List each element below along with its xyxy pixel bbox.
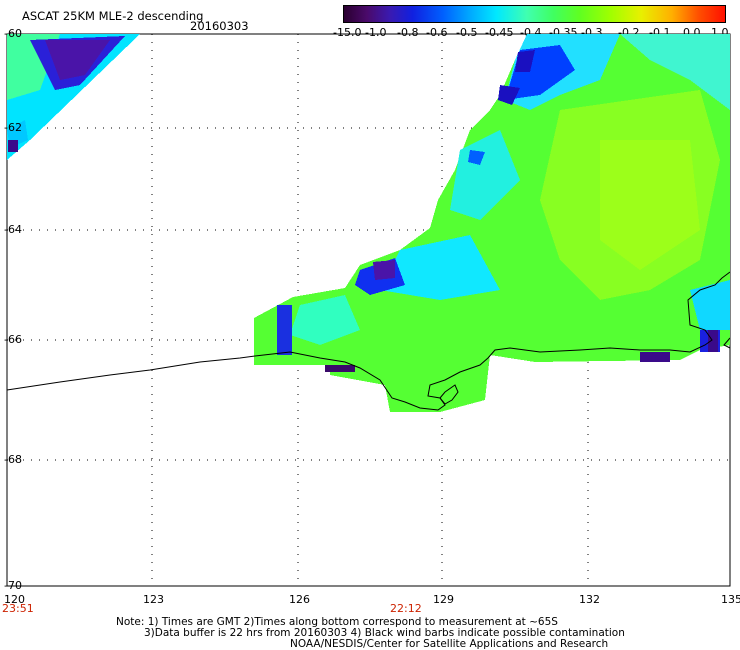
coastline xyxy=(6,271,731,411)
colorbar-label: -0.8 xyxy=(397,26,419,39)
note-line-1: Note: 1) Times are GMT 2)Times along bot… xyxy=(116,616,558,628)
lon-label: 135 xyxy=(721,593,740,606)
colorbar-label: -0.1 xyxy=(649,26,671,39)
lat-label: -68 xyxy=(4,453,22,466)
lon-label: 132 xyxy=(579,593,600,606)
lon-label: 129 xyxy=(433,593,454,606)
lon-label: 123 xyxy=(143,593,164,606)
lat-label: -60 xyxy=(4,27,22,40)
lat-label: -62 xyxy=(4,121,22,134)
map-date: 20160303 xyxy=(190,19,249,33)
colorbar-label: -0.2 xyxy=(618,26,640,39)
colorbar-label: -0.4 xyxy=(520,26,542,39)
data-swath-west xyxy=(7,34,140,160)
colorbar-label: -15.0 xyxy=(333,26,362,39)
note-line-2: 3)Data buffer is 22 hrs from 20160303 4)… xyxy=(144,627,625,639)
colorbar-labels: -15.0 -1.0 -0.8 -0.6 -0.5 -0.45 -0.4 -0.… xyxy=(333,27,733,39)
colorbar-label: -0.6 xyxy=(426,26,448,39)
map-title: ASCAT 25KM MLE-2 descending xyxy=(22,9,204,23)
lon-label: 120 xyxy=(4,593,25,606)
colorbar-label: -0.45 xyxy=(485,26,514,39)
lat-label: -70 xyxy=(4,579,22,592)
grid-lines xyxy=(7,34,730,586)
data-swath-east xyxy=(254,34,730,412)
colorbar-label: -0.3 xyxy=(581,26,603,39)
lon-label: 126 xyxy=(289,593,310,606)
colorbar-label: 1.0 xyxy=(711,26,729,39)
colorbar-label: -1.0 xyxy=(365,26,387,39)
time-label: 23:51 xyxy=(2,602,34,615)
colorbar-label: -0.35 xyxy=(549,26,578,39)
lat-label: -64 xyxy=(4,223,22,236)
time-label: 22:12 xyxy=(390,602,422,615)
colorbar-label: 0.0 xyxy=(683,26,701,39)
lat-label: -66 xyxy=(4,333,22,346)
colorbar-label: -0.5 xyxy=(456,26,478,39)
credit-line: NOAA/NESDIS/Center for Satellite Applica… xyxy=(290,638,609,650)
colorbar xyxy=(343,5,726,23)
